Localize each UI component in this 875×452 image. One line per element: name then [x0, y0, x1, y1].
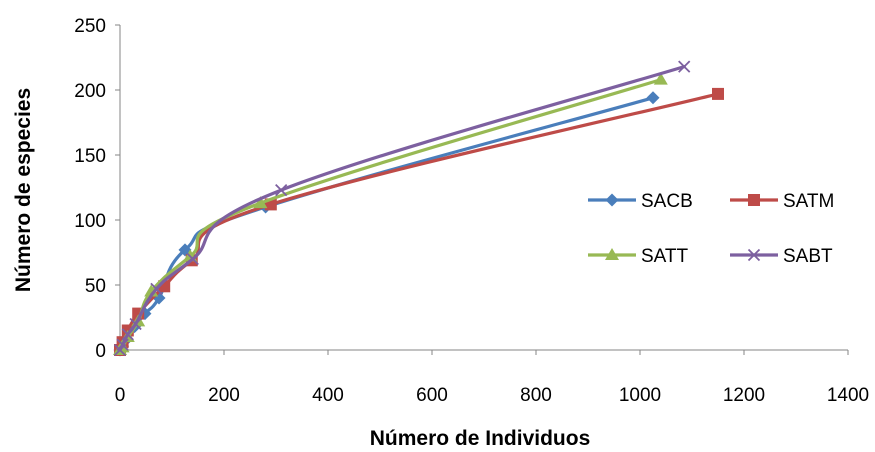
series-line-satt [118, 78, 663, 352]
legend-label-satt: SATT [641, 246, 689, 267]
legend-item-satt: SATT [588, 246, 689, 267]
y-tick-label: 50 [85, 276, 106, 297]
x-tick-labels: 0 200 400 600 800 1000 1200 1400 [115, 385, 869, 406]
x-tick-label: 1200 [723, 385, 765, 406]
legend-item-sabt: SABT [730, 246, 833, 267]
data-point-sabt [129, 317, 142, 331]
legend-item-sacb: SACB [588, 191, 693, 212]
data-point-satt [253, 196, 268, 209]
series-sabt [113, 60, 691, 357]
y-tick-label: 150 [74, 146, 106, 167]
legend: SACB SATM SATT SABT [588, 191, 834, 267]
series-line-satm [118, 92, 720, 352]
x-tick-label: 800 [520, 385, 552, 406]
y-tick-label: 200 [74, 81, 106, 102]
series-sacb [113, 91, 660, 357]
y-tick-label: 100 [74, 211, 106, 232]
legend-item-satm: SATM [730, 191, 834, 212]
x-tick-label: 1400 [827, 385, 869, 406]
axes [115, 24, 849, 355]
series-satm [114, 87, 724, 356]
series-satt [113, 72, 668, 355]
legend-marker-sacb [605, 193, 619, 207]
y-tick-label: 0 [95, 341, 106, 362]
data-point-sacb [646, 91, 660, 105]
y-tick-labels: 0 50 100 150 200 250 [74, 16, 106, 362]
y-tick-label: 250 [74, 16, 106, 37]
x-tick-label: 600 [416, 385, 448, 406]
data-point-sabt [150, 282, 163, 296]
x-axis-title: Número de Individuos [370, 427, 591, 450]
legend-label-sabt: SABT [783, 246, 833, 267]
x-tick-label: 400 [312, 385, 344, 406]
legend-marker-satt [605, 248, 619, 260]
series-line-sacb [118, 96, 655, 352]
legend-label-satm: SATM [783, 191, 834, 212]
x-tick-label: 1000 [619, 385, 661, 406]
x-tick-label: 0 [115, 385, 126, 406]
data-point-sabt [678, 60, 691, 73]
data-point-sabt [186, 252, 199, 266]
data-point-satm [712, 87, 724, 100]
x-tick-label: 200 [208, 385, 240, 406]
legend-marker-satm [748, 194, 760, 206]
series-layer [113, 60, 724, 357]
data-point-sabt [116, 338, 129, 351]
legend-marker-sabt [747, 248, 761, 262]
y-axis-title: Número de especies [12, 88, 35, 292]
data-point-sabt [121, 328, 134, 341]
data-point-satt [653, 72, 668, 85]
legend-label-sacb: SACB [641, 191, 693, 212]
data-point-sabt [275, 183, 288, 197]
series-line-sabt [118, 65, 686, 352]
